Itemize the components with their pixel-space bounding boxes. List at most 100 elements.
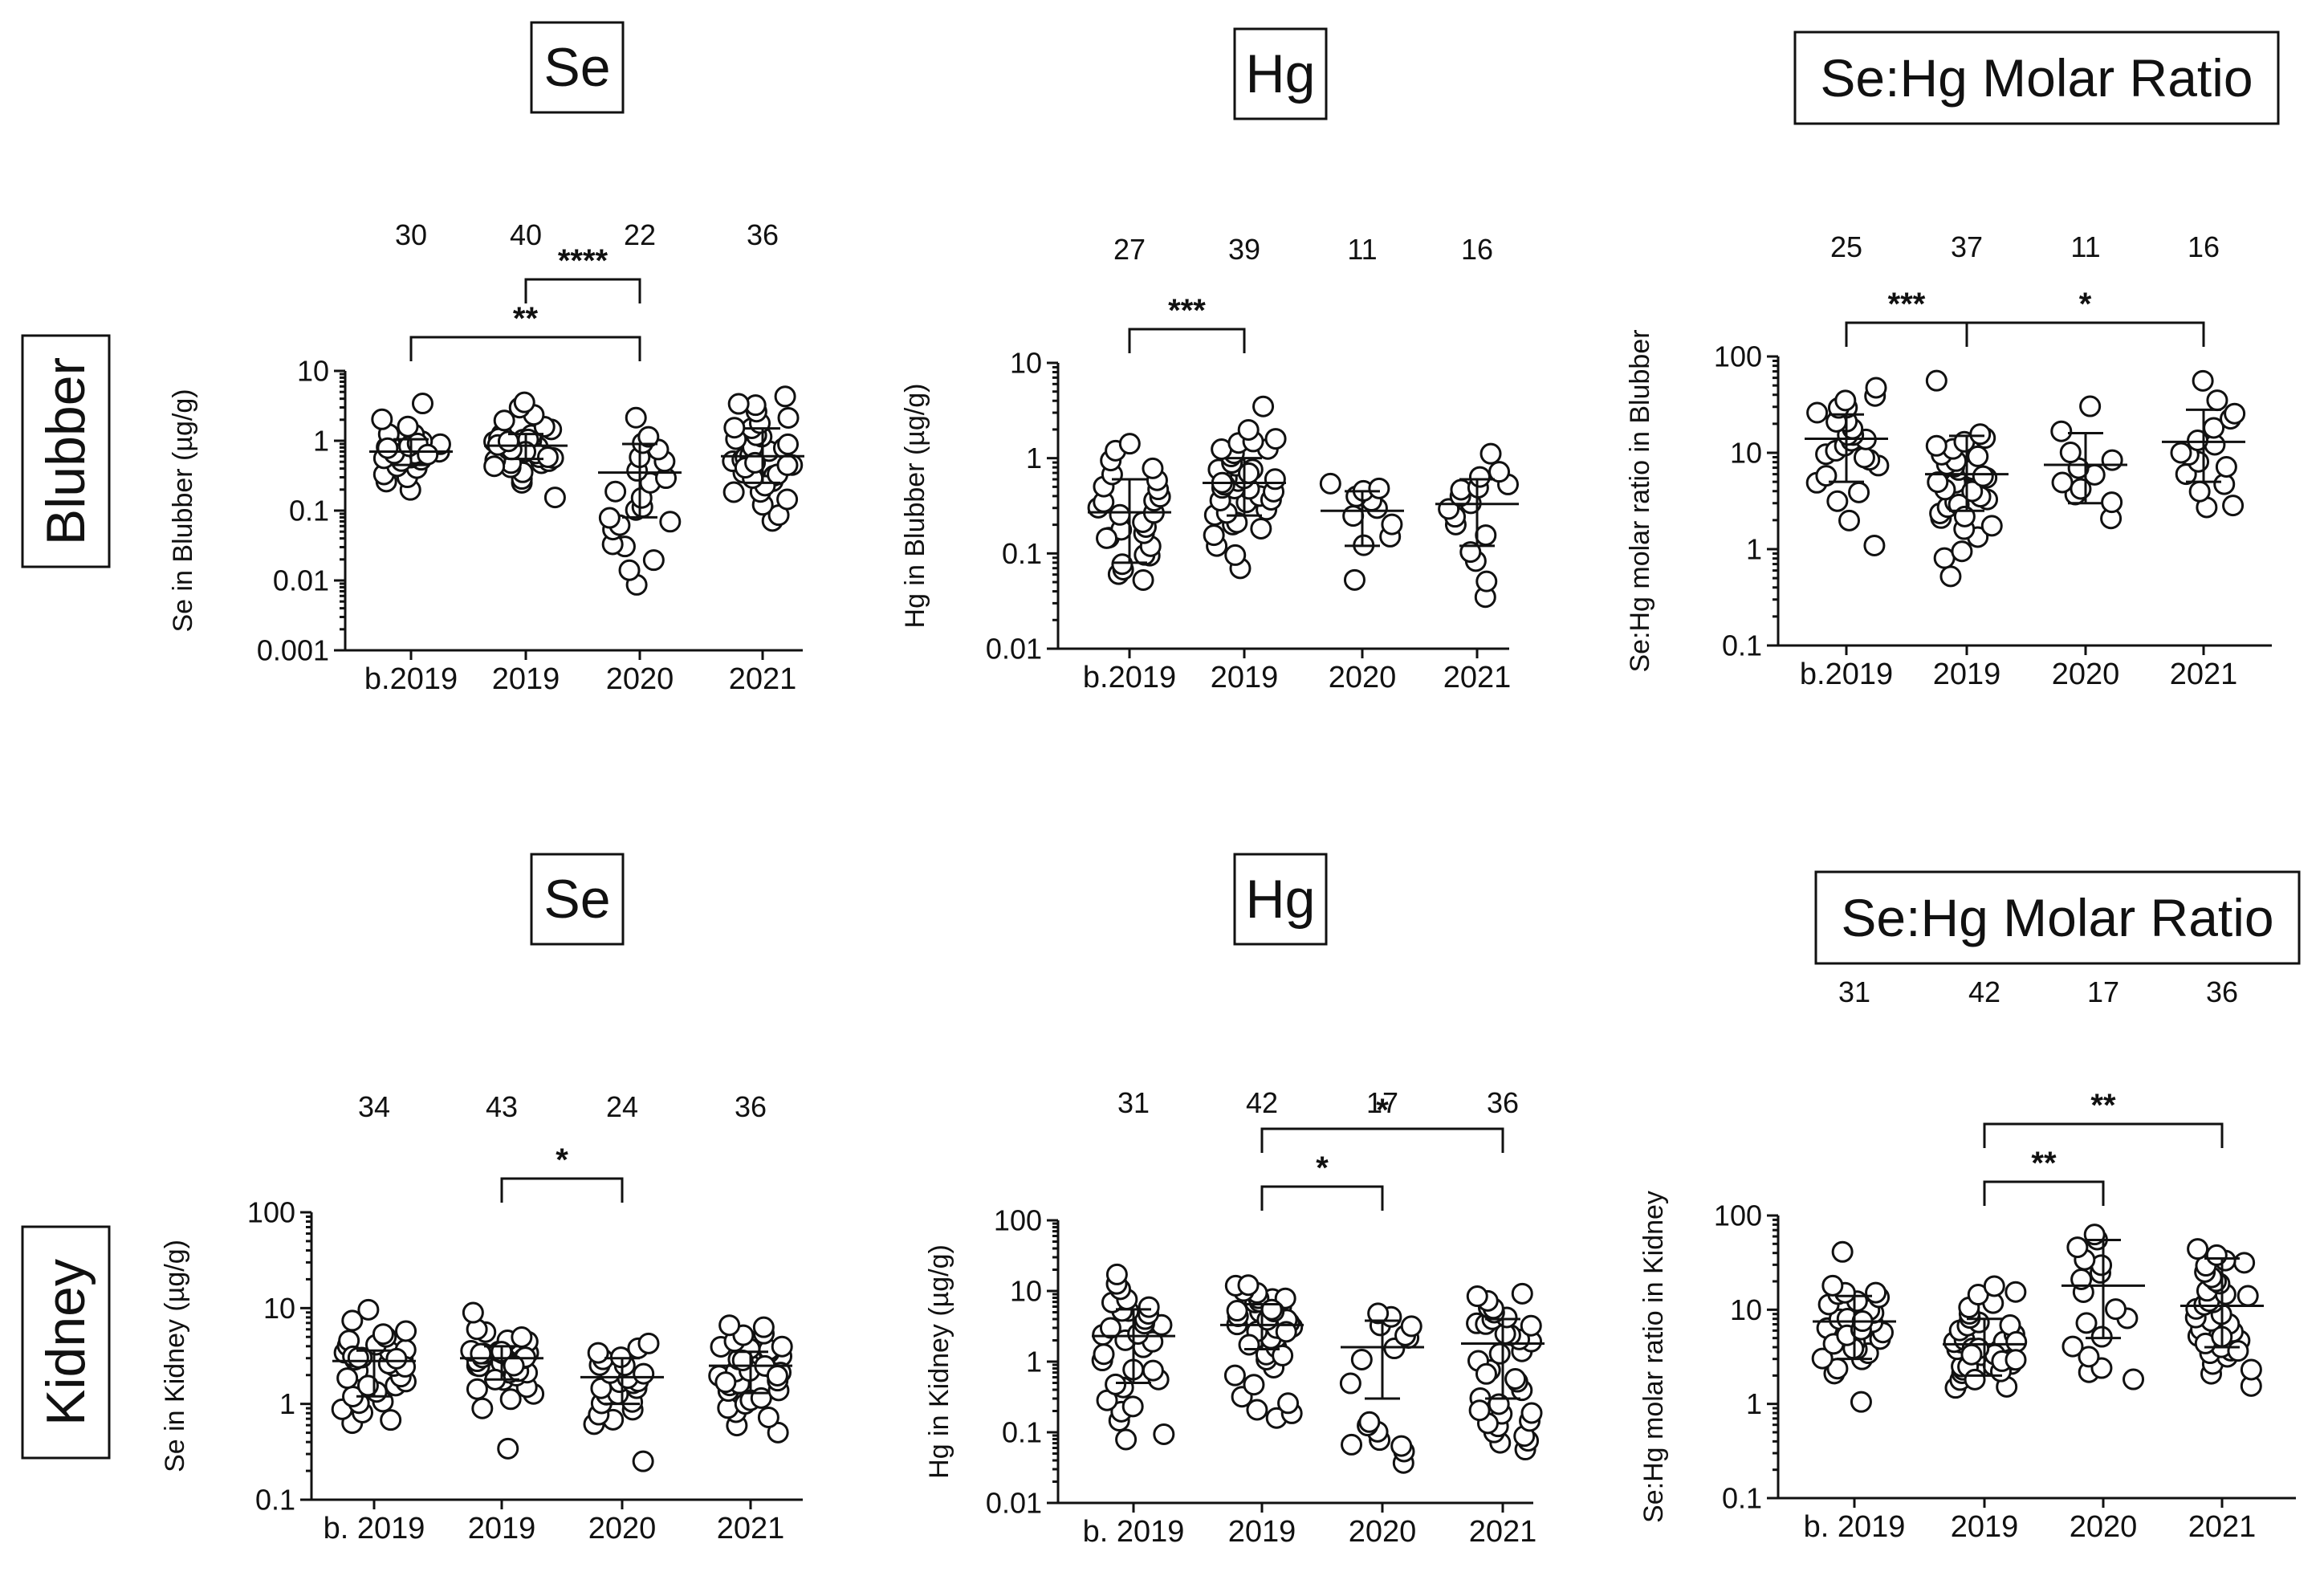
x-tick-label: 2021 [2170,658,2238,691]
data-point [766,1364,788,1387]
data-point [633,1362,655,1385]
y-tick-label: 10 [1730,1293,1762,1326]
x-tick-label: 2021 [1469,1515,1537,1549]
data-point [1368,477,1390,499]
data-point [493,409,515,432]
data-point [2005,1330,2028,1353]
data-point [1390,1435,1413,1457]
data-point [1264,468,1286,491]
data-point [618,559,641,581]
sample-size-label: 42 [1246,1086,1278,1119]
col-title-hg-bottom-text: Hg [1246,869,1316,930]
data-point [483,455,506,478]
data-point [637,1332,660,1354]
data-point [598,507,621,529]
significance-bracket [1260,1185,1384,1211]
data-point [1341,1433,1363,1456]
data-point [1264,428,1287,450]
col-title-se-bottom-text: Se [543,869,610,930]
data-point [2083,1224,2106,1246]
significance-bracket [1983,1180,2105,1206]
data-point [1821,1274,1844,1297]
data-point [1243,1374,1265,1396]
y-axis-label: Se in Blubber (µg/g) [168,389,198,632]
sample-size-label: 34 [358,1090,390,1123]
data-point [1224,544,1247,566]
data-point [1520,1402,1543,1424]
row-label-kidney: Kidney [21,1225,111,1460]
y-tick-label: 100 [1714,1199,1762,1232]
data-point [385,1347,408,1370]
sample-size-label: 31 [1838,975,1870,1008]
y-tick-label: 10 [1730,437,1762,470]
data-point [774,385,796,408]
data-point [1319,472,1341,495]
y-tick-label: 0.01 [986,633,1042,666]
significance-bracket [1260,1127,1504,1153]
data-point [2227,1340,2249,1362]
data-point [1967,445,1989,467]
y-tick-label: 10 [297,355,329,388]
data-point [2079,395,2102,417]
significance-bracket [1983,1122,2224,1148]
data-point [371,408,393,430]
data-point [395,1320,417,1342]
data-point [513,391,535,413]
data-point [1109,503,1131,526]
data-point [2222,495,2245,517]
data-point [341,1309,364,1332]
sample-size-label: 36 [1487,1086,1519,1119]
data-point [727,393,750,415]
data-point [752,1316,775,1338]
data-point [1850,1391,1872,1413]
col-title-se-bottom: Se [530,853,625,946]
data-point [637,426,660,448]
significance-bracket [409,336,641,361]
data-point [1203,524,1225,547]
data-point [1246,1399,1268,1421]
sample-size-label: 39 [1228,233,1260,266]
col-title-se-top: Se [530,21,625,114]
data-point [462,1301,484,1324]
x-tick-label: 2020 [606,662,674,696]
y-tick-label: 0.1 [1722,1482,1762,1515]
data-point [1238,1334,1260,1356]
data-point [771,1335,793,1358]
data-point [466,1378,488,1400]
data-point [2101,449,2123,471]
data-point [1237,1274,1260,1297]
x-tick-label: 2019 [1228,1515,1296,1549]
col-title-ratio-bottom-text: Se:Hg Molar Ratio [1841,888,2273,947]
data-point [1343,568,1366,591]
panel-0-0: 0.001 0.01 0.1 1 10 Se in Blubber (µg/g) b.201… [168,218,804,696]
panel-1-1: 0.01 0.1 1 10 100 Hg in Kidney (µg/g) b. 2019 3… [924,1086,1545,1549]
data-point [1459,541,1482,564]
panel-0-1: 0.01 0.1 1 10 Hg in Blubber (µg/g) b.2019 27 20… [900,233,1519,694]
sample-size-label: 17 [2087,975,2119,1008]
data-point [1811,1347,1834,1370]
data-point [625,406,647,429]
y-tick-label: 1 [1026,1346,1042,1378]
row-label-kidney-text: Kidney [35,1259,96,1426]
panel-0-2: 0.1 1 10 100 Se:Hg molar ratio in Blubber b.2… [1625,230,2272,691]
data-point [1111,553,1134,576]
data-point [1142,1359,1164,1382]
y-tick-label: 10 [1010,1275,1042,1308]
y-tick-label: 0.1 [1002,1416,1042,1449]
data-point [376,437,399,459]
data-point [2236,1285,2259,1307]
x-tick-label: b.2019 [364,662,458,696]
data-point [777,406,800,429]
data-point [2205,1244,2228,1266]
sample-size-label: 22 [624,218,656,251]
data-point [2051,471,2074,494]
data-point [1468,1399,1491,1422]
data-point [1939,565,1962,588]
data-point [1466,1285,1488,1308]
data-point [1865,377,1887,399]
data-point [1475,524,1497,547]
data-point [1121,1395,1144,1418]
data-point [1838,509,1861,531]
data-point [1226,1300,1248,1322]
